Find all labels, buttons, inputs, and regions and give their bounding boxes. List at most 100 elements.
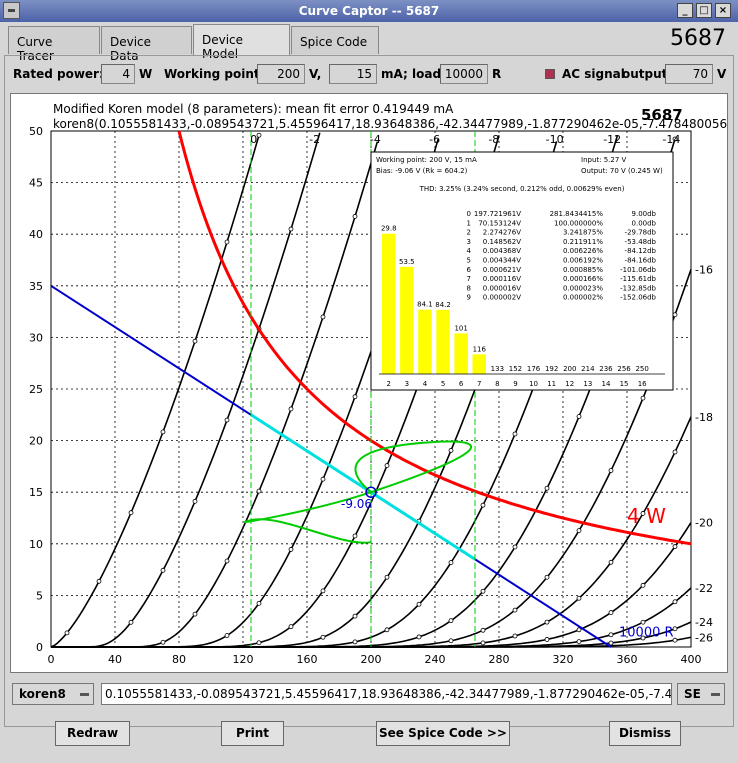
rated-power-input[interactable]: 4 bbox=[101, 64, 135, 84]
measured-point bbox=[448, 448, 454, 453]
redraw-button[interactable]: Redraw bbox=[55, 721, 130, 746]
thd-row-voltage: 0.000621V bbox=[483, 266, 521, 274]
harmonic-bar-label: 152 bbox=[509, 365, 522, 373]
grid-voltage-right-label: -24 bbox=[695, 616, 713, 629]
y-tick-label: 40 bbox=[29, 228, 43, 241]
measured-point bbox=[512, 607, 518, 613]
measured-point bbox=[256, 488, 262, 494]
model-header-line1: Modified Koren model (8 parameters): mea… bbox=[53, 102, 454, 116]
grid-voltage-top-label: 0 bbox=[250, 133, 257, 146]
working-current-unit: mA; load bbox=[381, 67, 442, 81]
window-menu-icon[interactable] bbox=[3, 2, 20, 19]
measured-point bbox=[576, 528, 582, 533]
ac-signal-checkbox[interactable] bbox=[545, 69, 555, 79]
harmonic-index-label: 6 bbox=[459, 380, 464, 388]
measured-point bbox=[224, 239, 230, 245]
thd-row-percent: 0.211911% bbox=[563, 238, 603, 246]
se-select[interactable]: SE bbox=[677, 683, 725, 705]
harmonic-index-label: 11 bbox=[547, 380, 556, 388]
thd-row-db: -29.78db bbox=[625, 229, 657, 237]
harmonic-bar-label: 176 bbox=[527, 365, 541, 373]
measured-point bbox=[288, 226, 294, 232]
thd-row-index: 0 bbox=[467, 210, 471, 218]
see-spice-code-button[interactable]: See Spice Code >> bbox=[376, 721, 510, 746]
tube-name-heading: 5687 bbox=[670, 26, 726, 51]
minimize-icon[interactable]: _ bbox=[677, 3, 693, 18]
thd-row-voltage: 0.004368V bbox=[483, 247, 521, 255]
x-tick-label: 400 bbox=[681, 653, 702, 666]
measured-point bbox=[224, 558, 230, 564]
y-tick-label: 15 bbox=[29, 486, 43, 499]
grid-voltage-top-label: -8 bbox=[488, 133, 499, 146]
x-tick-label: 360 bbox=[617, 653, 638, 666]
y-tick-label: 20 bbox=[29, 435, 43, 448]
output-label: output bbox=[622, 67, 668, 81]
measured-point bbox=[160, 639, 166, 645]
output-input[interactable]: 70 bbox=[665, 64, 713, 84]
working-voltage-input[interactable]: 200 bbox=[257, 64, 305, 84]
load-input[interactable]: 10000 bbox=[440, 64, 488, 84]
measured-point bbox=[288, 406, 294, 412]
measured-point bbox=[160, 567, 166, 573]
model-select[interactable]: koren8 bbox=[12, 683, 94, 705]
device-model-panel bbox=[4, 55, 734, 727]
tab-curve-tracer[interactable]: Curve Tracer bbox=[8, 26, 100, 63]
measured-point bbox=[192, 498, 198, 504]
measured-point bbox=[576, 414, 582, 419]
measured-point bbox=[352, 639, 358, 645]
measured-point bbox=[544, 637, 550, 642]
harmonic-index-label: 8 bbox=[495, 380, 499, 388]
measured-point bbox=[640, 635, 646, 641]
grid-voltage-curve bbox=[51, 141, 379, 648]
grid-voltage-top-label: -14 bbox=[662, 133, 680, 146]
measured-point bbox=[672, 626, 678, 632]
x-tick-label: 0 bbox=[48, 653, 55, 666]
close-icon[interactable]: × bbox=[715, 3, 731, 18]
tab-device-model[interactable]: Device Model bbox=[193, 24, 290, 61]
thd-row-index: 9 bbox=[467, 294, 471, 302]
grid-voltage-top-label: -4 bbox=[370, 133, 381, 146]
measured-point bbox=[416, 634, 422, 640]
rated-power-label: Rated power: bbox=[13, 67, 104, 81]
bias-label: -9.06 bbox=[341, 497, 372, 511]
tab-device-data[interactable]: Device Data bbox=[101, 26, 192, 63]
measured-point bbox=[640, 511, 646, 516]
measured-point bbox=[640, 619, 646, 625]
measured-point bbox=[352, 394, 358, 400]
measured-point bbox=[448, 638, 454, 644]
measured-point bbox=[288, 624, 294, 630]
measured-point bbox=[544, 485, 550, 491]
thd-row-index: 4 bbox=[467, 247, 472, 255]
harmonic-bar-label: 101 bbox=[454, 324, 467, 332]
measured-point bbox=[256, 132, 262, 138]
grid-voltage-right-label: -18 bbox=[695, 411, 713, 424]
thd-input: Input: 5.27 V bbox=[581, 156, 627, 164]
print-button[interactable]: Print bbox=[221, 721, 284, 746]
harmonic-index-label: 4 bbox=[423, 380, 428, 388]
harmonic-index-label: 15 bbox=[620, 380, 629, 388]
thd-row-voltage: 70.153124V bbox=[478, 219, 521, 227]
x-tick-label: 120 bbox=[233, 653, 254, 666]
measured-point bbox=[544, 619, 550, 625]
measured-point bbox=[384, 463, 390, 468]
thd-row-index: 6 bbox=[467, 266, 472, 274]
harmonic-index-label: 16 bbox=[638, 380, 647, 388]
harmonic-index-label: 13 bbox=[583, 380, 592, 388]
measured-point bbox=[672, 544, 678, 549]
thd-row-percent: 0.000166% bbox=[563, 275, 603, 283]
model-parameters-field[interactable]: 0.1055581433,-0.089543721,5.45596417,18.… bbox=[101, 683, 672, 705]
dismiss-button[interactable]: Dismiss bbox=[609, 721, 681, 746]
lissajous-curve bbox=[244, 440, 472, 544]
plot-area: 4 W -9.06 10000 R 0 40 80 120 160 200 240 280 320 3… bbox=[10, 93, 738, 673]
tab-spice-code[interactable]: Spice Code bbox=[291, 26, 379, 54]
working-current-input[interactable]: 15 bbox=[329, 64, 377, 84]
maximize-icon[interactable]: □ bbox=[696, 3, 712, 18]
thd-row-db: -132.85db bbox=[620, 284, 656, 292]
thd-row-index: 7 bbox=[467, 275, 471, 283]
measured-point bbox=[608, 468, 614, 473]
thd-row-percent: 0.000023% bbox=[563, 284, 603, 292]
measured-point bbox=[320, 476, 326, 482]
harmonic-bar-label: 84.2 bbox=[435, 301, 451, 309]
thd-output: Output: 70 V (0.245 W) bbox=[581, 167, 663, 175]
measured-point bbox=[576, 639, 582, 644]
